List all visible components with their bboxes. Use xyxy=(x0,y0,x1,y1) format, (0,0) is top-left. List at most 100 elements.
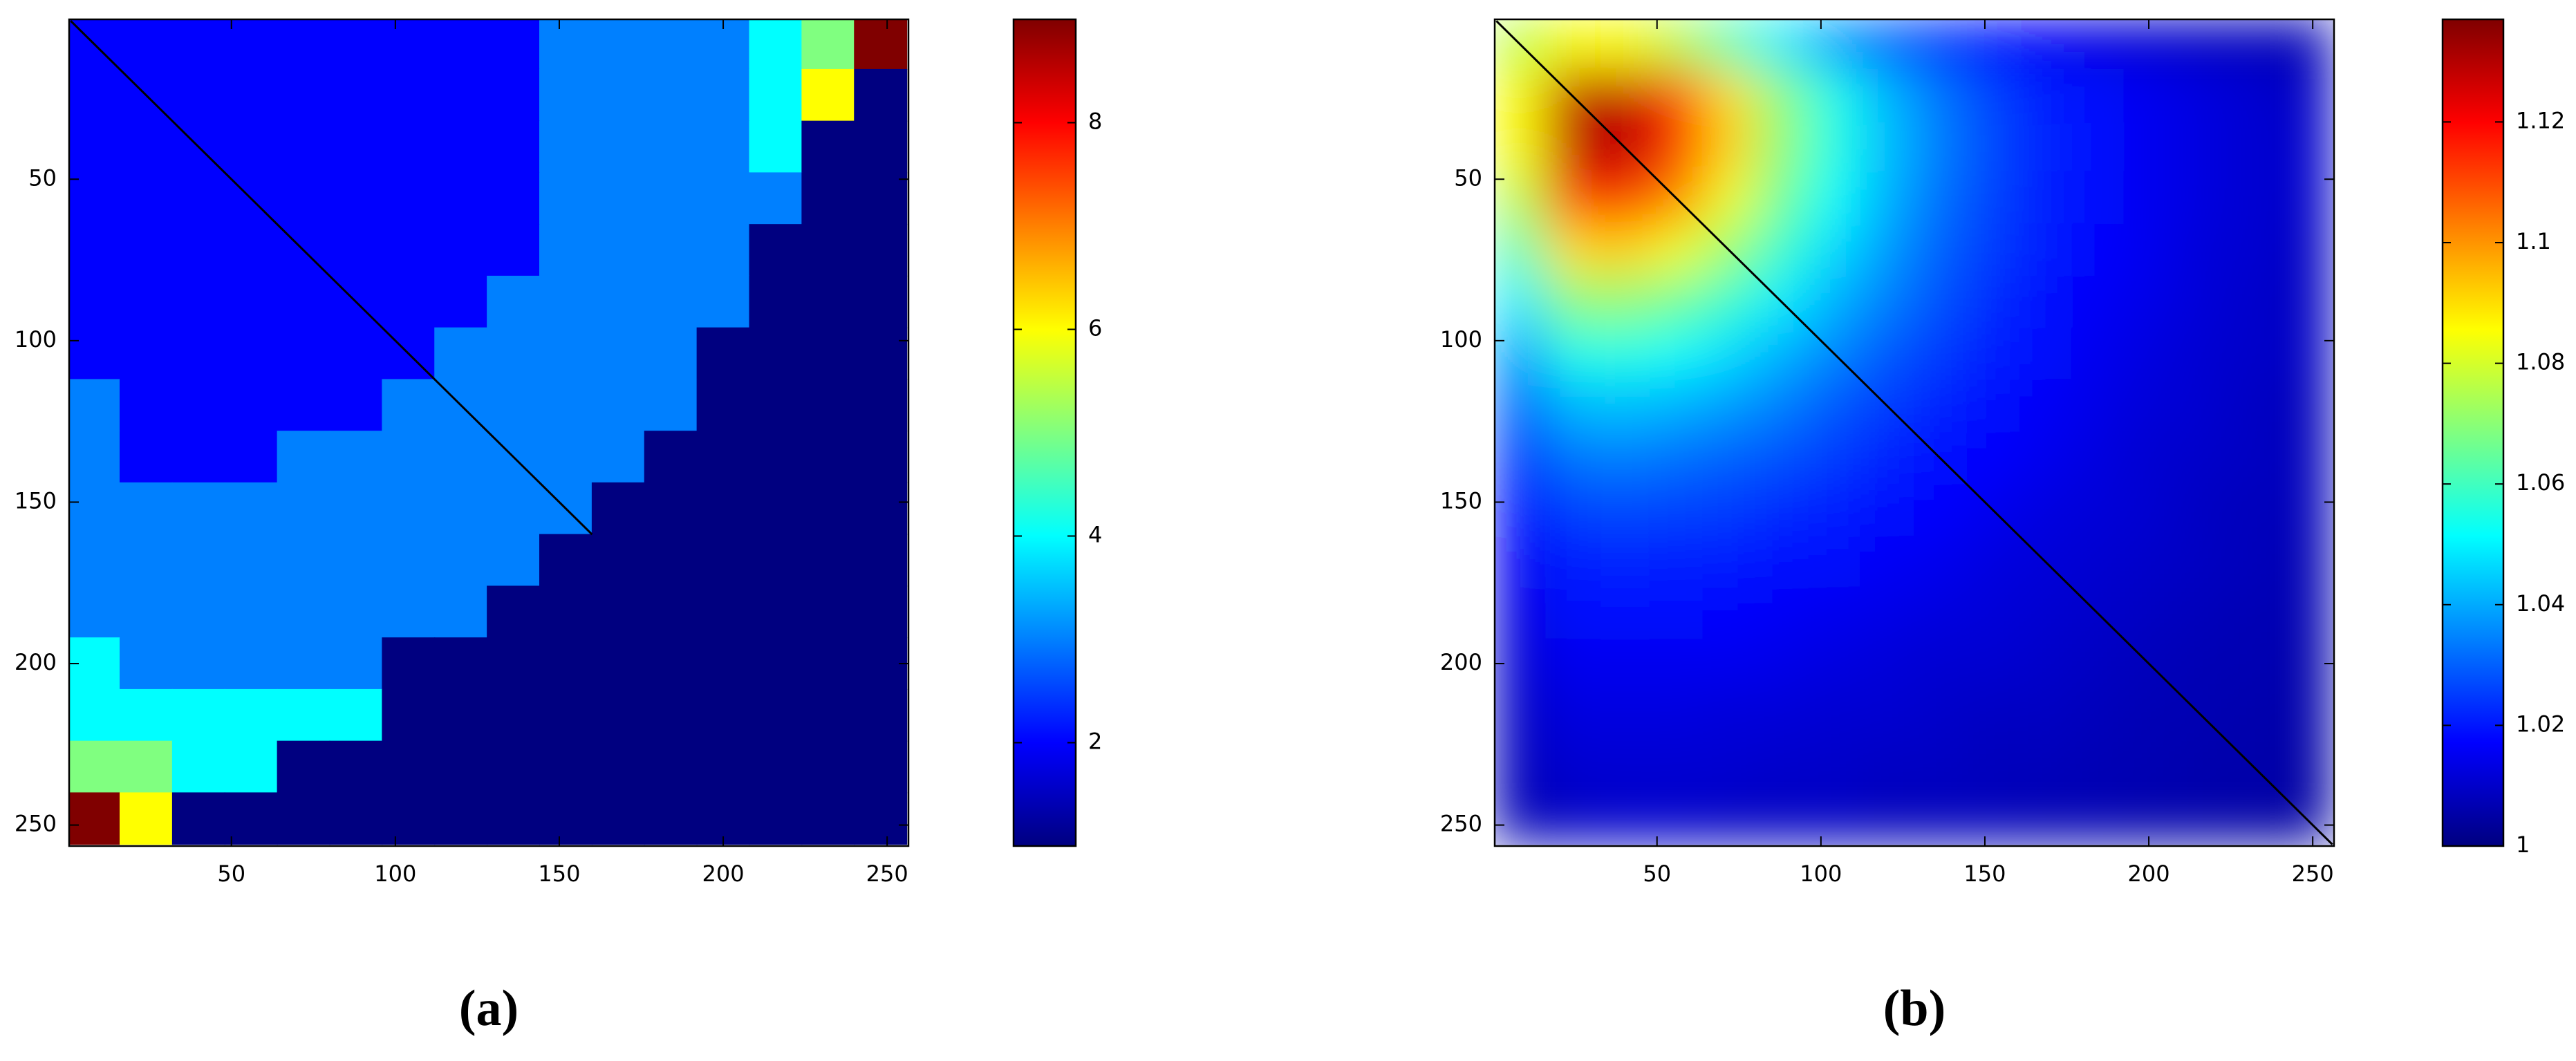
heatmap-cell xyxy=(120,740,173,794)
heatmap-cell xyxy=(1860,224,1914,276)
heatmap-cell xyxy=(1807,19,1861,70)
heatmap-cell xyxy=(1755,120,1809,173)
heatmap-cell xyxy=(2017,327,2071,380)
heatmap-cell xyxy=(1860,740,1914,794)
heatmap-cell xyxy=(1755,792,1809,845)
heatmap-cell xyxy=(224,792,278,845)
heatmap-cell xyxy=(2279,68,2333,122)
heatmap-cell xyxy=(2122,792,2176,845)
heatmap-cell xyxy=(539,275,592,328)
heatmap-cell xyxy=(171,688,225,742)
heatmap-cell xyxy=(1807,585,1861,639)
heatmap-cell xyxy=(644,482,698,535)
heatmap-cell xyxy=(1807,120,1861,173)
heatmap-cell xyxy=(69,379,121,432)
heatmap-cell xyxy=(749,482,803,535)
heatmap-cell xyxy=(1965,379,2018,432)
heatmap-cell xyxy=(1650,585,1704,639)
heatmap-cell xyxy=(591,637,645,690)
heatmap-cell xyxy=(329,482,383,535)
heatmap-cell xyxy=(1912,534,1966,587)
heatmap-cell xyxy=(1807,431,1861,483)
heatmap-cell xyxy=(801,327,855,380)
heatmap-cell xyxy=(539,740,592,794)
axes-frame xyxy=(68,18,910,847)
heatmap-cell xyxy=(224,585,278,639)
heatmap-cell xyxy=(382,379,436,432)
heatmap-cell xyxy=(1545,224,1598,276)
heatmap-cell xyxy=(382,637,436,690)
heatmap-cell xyxy=(2279,740,2333,794)
heatmap-cell xyxy=(487,740,541,794)
heatmap-cell xyxy=(854,19,908,70)
heatmap-cell xyxy=(644,431,698,483)
heatmap-cell xyxy=(801,740,855,794)
heatmap-cell xyxy=(329,431,383,483)
heatmap-cell xyxy=(1495,275,1547,328)
heatmap-cell xyxy=(1650,688,1704,742)
heatmap-cell xyxy=(1650,792,1704,845)
heatmap-cell xyxy=(1702,688,1756,742)
heatmap-cell xyxy=(2122,327,2176,380)
heatmap-cell xyxy=(2069,327,2123,380)
heatmap-cell xyxy=(539,68,592,122)
heatmap-cell xyxy=(382,482,436,535)
heatmap-cell xyxy=(644,327,698,380)
heatmap-cell xyxy=(2174,68,2228,122)
heatmap-cell xyxy=(277,327,330,380)
heatmap-cell xyxy=(382,792,436,845)
heatmap-cell xyxy=(644,740,698,794)
colorbar-tick-label: 1 xyxy=(2516,832,2530,858)
heatmap-cell xyxy=(2227,688,2281,742)
heatmap-cell xyxy=(1597,585,1651,639)
heatmap-cell xyxy=(120,637,173,690)
heatmap-cell xyxy=(382,68,436,122)
heatmap-cell xyxy=(2279,585,2333,639)
heatmap-cell xyxy=(487,68,541,122)
heatmap-cell xyxy=(1650,224,1704,276)
heatmap-cell xyxy=(854,792,908,845)
heatmap-cell xyxy=(696,327,750,380)
heatmap-cell xyxy=(2279,19,2333,70)
heatmap-cell xyxy=(696,534,750,587)
heatmap-cell xyxy=(1807,740,1861,794)
heatmap-cell xyxy=(434,327,488,380)
heatmap-cell xyxy=(1912,585,1966,639)
heatmap-cell xyxy=(2227,637,2281,690)
panel-label: (a) xyxy=(459,980,519,1037)
heatmap-cell xyxy=(1597,327,1651,380)
heatmap-cell xyxy=(2069,19,2123,70)
heatmap-cell xyxy=(854,172,908,225)
heatmap-cell xyxy=(277,740,330,794)
heatmap-cell xyxy=(171,275,225,328)
heatmap-cell xyxy=(1860,585,1914,639)
heatmap-cell xyxy=(1755,224,1809,276)
heatmap-cell xyxy=(69,740,121,794)
heatmap-cell xyxy=(2017,68,2071,122)
heatmap-cell xyxy=(1702,327,1756,380)
y-tick-label: 200 xyxy=(1440,649,1482,675)
heatmap-cell xyxy=(696,224,750,276)
heatmap-cell xyxy=(696,275,750,328)
heatmap-cell xyxy=(1965,224,2018,276)
heatmap-cell xyxy=(277,68,330,122)
heatmap-cell xyxy=(2122,534,2176,587)
heatmap-cell xyxy=(2017,19,2071,70)
heatmap-cell xyxy=(1650,120,1704,173)
heatmap-cell xyxy=(801,120,855,173)
heatmap-cell xyxy=(1755,327,1809,380)
heatmap-cell xyxy=(2069,637,2123,690)
heatmap-cell xyxy=(120,379,173,432)
heatmap-cell xyxy=(1755,637,1809,690)
heatmap-cell xyxy=(749,792,803,845)
heatmap-cell xyxy=(591,68,645,122)
heatmap-cell xyxy=(801,585,855,639)
heatmap-cell xyxy=(277,275,330,328)
heatmap-cell xyxy=(329,172,383,225)
heatmap-cell xyxy=(171,637,225,690)
heatmap-cell xyxy=(2174,120,2228,173)
heatmap-cell xyxy=(69,120,121,173)
heatmap-cell xyxy=(1912,740,1966,794)
heatmap-cell xyxy=(1597,172,1651,225)
heatmap-cell xyxy=(1912,19,1966,70)
